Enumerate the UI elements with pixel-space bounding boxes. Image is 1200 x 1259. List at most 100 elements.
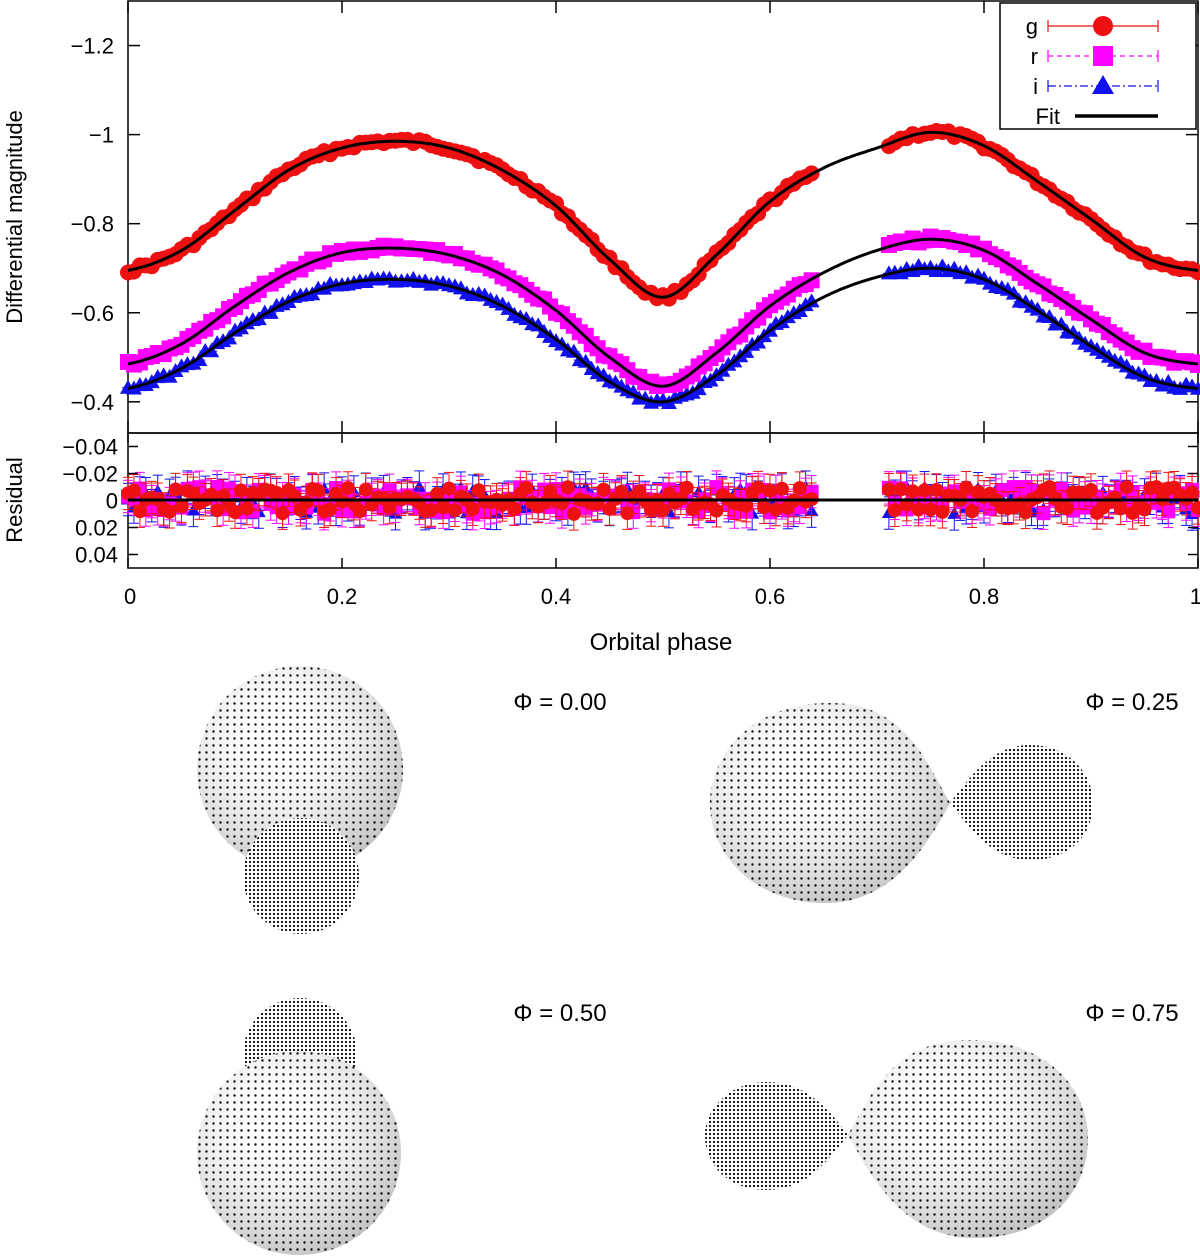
- light-curve-panel: −1.2 −1 −0.8 −0.6 −0.4 Differential magnitud…: [2, 0, 1200, 434]
- residual-point-g: [614, 484, 629, 499]
- residual-point-g: [893, 482, 908, 497]
- phase-view-0: Φ = 0.00: [197, 666, 607, 934]
- residual-point-g: [1185, 485, 1200, 500]
- residual-point-g: [1060, 501, 1075, 516]
- x-tick-label: 0.6: [755, 584, 786, 609]
- residual-point-g: [774, 481, 789, 496]
- light-curve-ylabel: Differential magnitude: [2, 110, 27, 324]
- residual-point-g: [709, 503, 724, 518]
- residual-point-g: [358, 482, 373, 497]
- phase-label-3: Φ = 0.75: [1085, 1000, 1178, 1027]
- residual-point-g: [447, 503, 462, 518]
- secondary-star: [243, 818, 359, 934]
- residual-point-g: [751, 480, 766, 495]
- data-point-g: [1190, 264, 1200, 281]
- residual-point-g: [162, 504, 177, 519]
- residual-point-g: [596, 482, 611, 497]
- legend-label-i: i: [1033, 74, 1038, 99]
- residual-xlabel: Orbital phase: [590, 629, 733, 656]
- residual-point-g: [323, 502, 338, 517]
- residual-point-g: [168, 482, 183, 497]
- residual-point-g: [1149, 480, 1164, 495]
- residual-point-g: [311, 483, 326, 498]
- light-curve-series: [120, 122, 1200, 410]
- residual-x-ticks: 0 0.2 0.4 0.6 0.8 1: [124, 1, 1200, 609]
- residual-point-r: [1161, 504, 1176, 519]
- legend-marker-r: [1047, 46, 1159, 66]
- fit-line-i: [127, 266, 1199, 404]
- residual-point-g: [929, 482, 944, 497]
- light-curve-y-tick-label: −0.8: [71, 212, 114, 237]
- legend-label-fit: Fit: [1036, 104, 1060, 129]
- residual-point-r: [1006, 480, 1021, 495]
- phase-view-2: Φ = 0.50: [197, 998, 607, 1255]
- residual-point-g: [424, 503, 439, 518]
- residual-point-g: [442, 481, 456, 496]
- residual-point-g: [239, 501, 254, 516]
- residual-point-g: [620, 506, 635, 521]
- x-tick-label: 0.2: [327, 584, 358, 609]
- residual-point-g: [519, 480, 534, 495]
- secondary-star: [950, 745, 1093, 860]
- residual-point-g: [887, 503, 902, 518]
- residual-point-g: [126, 483, 141, 498]
- residual-point-g: [233, 483, 248, 498]
- residual-point-r: [1036, 506, 1051, 521]
- residual-point-g: [959, 480, 974, 495]
- residual-point-g: [566, 506, 581, 521]
- residual-point-g: [275, 506, 290, 521]
- residual-point-g: [228, 505, 242, 520]
- residual-point-g: [881, 482, 896, 497]
- residual-point-g: [507, 502, 522, 517]
- residual-point-g: [1191, 500, 1200, 515]
- residual-points: [121, 470, 1200, 531]
- residual-point-g: [430, 486, 445, 501]
- light-curve-y-tick-label: −1: [89, 123, 114, 148]
- residual-point-g: [1042, 480, 1057, 495]
- residual-point-g: [763, 483, 777, 498]
- x-tick-label: 1: [1190, 584, 1200, 609]
- residual-point-g: [471, 483, 486, 498]
- x-tick-label: 0.4: [541, 584, 572, 609]
- light-curve-y-tick-label: −1.2: [71, 34, 114, 59]
- data-point-i: [803, 293, 820, 308]
- phase-view-1: Φ = 0.25: [709, 689, 1179, 903]
- residual-point-g: [757, 500, 772, 515]
- residual-point-g: [1113, 501, 1128, 516]
- phase-label-0: Φ = 0.00: [513, 689, 606, 716]
- residual-point-g: [965, 504, 980, 519]
- residual-point-g: [204, 487, 219, 502]
- residual-y-tick-label: −0.02: [62, 462, 118, 487]
- residual-point-g: [1018, 505, 1033, 520]
- residual-point-g: [768, 502, 783, 517]
- residual-point-i: [412, 480, 427, 493]
- legend-label-r: r: [1031, 44, 1038, 69]
- light-curve-fits: [127, 130, 1199, 404]
- data-point-i: [565, 343, 582, 358]
- residual-point-g: [210, 503, 225, 518]
- residual-point-g: [679, 480, 694, 495]
- residual-point-g: [132, 504, 147, 519]
- legend-label-g: g: [1026, 14, 1038, 39]
- data-point-i: [1053, 316, 1070, 331]
- legend-marker-i: [1047, 75, 1159, 94]
- residual-point-g: [560, 480, 575, 495]
- residual-y-tick-label: 0.02: [75, 516, 118, 541]
- light-curve-y-tick-label: −0.6: [71, 301, 114, 326]
- residual-point-g: [352, 504, 367, 519]
- fit-line-g: [127, 130, 1199, 299]
- phase-label-1: Φ = 0.25: [1085, 689, 1178, 716]
- fit-line-r: [127, 237, 1199, 388]
- residual-point-g: [935, 504, 950, 519]
- residual-y-tick-label: 0.04: [75, 543, 118, 568]
- residual-point-g: [174, 499, 189, 514]
- residual-y-tick-label: 0: [106, 489, 118, 514]
- residual-point-g: [340, 480, 355, 495]
- residual-point-g: [1119, 480, 1134, 495]
- x-tick-label: 0: [124, 584, 136, 609]
- residual-point-g: [436, 500, 451, 515]
- x-tick-label: 0.8: [969, 584, 1000, 609]
- legend: g r i Fit: [999, 2, 1197, 130]
